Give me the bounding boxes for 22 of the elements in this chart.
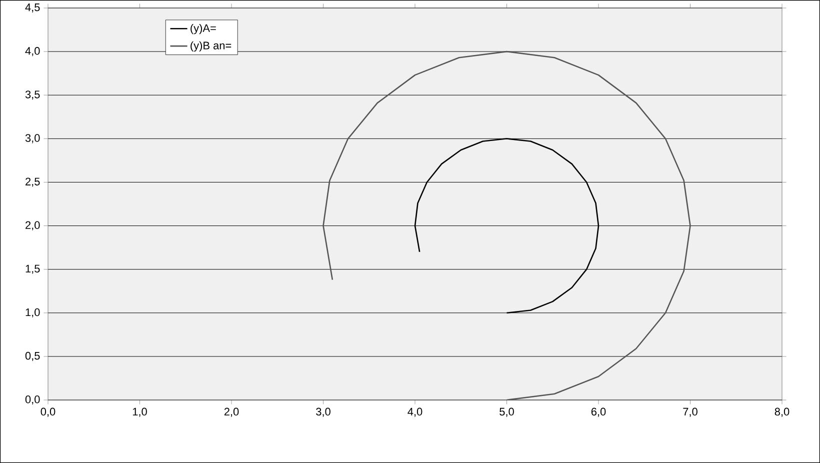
y-tick-label: 2,5 — [26, 178, 40, 187]
y-tick-label: 4,5 — [25, 4, 40, 12]
x-tick-label: 4,0 — [408, 408, 422, 417]
line-series — [414, 138, 600, 314]
y-tick-label: 2,0 — [26, 221, 40, 230]
y-tick-label: 0,0 — [25, 395, 40, 405]
x-tick-label: 5,0 — [500, 408, 514, 417]
y-tick-label: 1,5 — [26, 264, 40, 274]
legend-label: (y)A= — [190, 24, 216, 34]
x-tick-label: 8,0 — [774, 408, 790, 417]
y-tick-label: 3,0 — [25, 134, 40, 144]
x-tick-label: 0,0 — [40, 408, 56, 417]
y-tick-label: 0,5 — [25, 352, 40, 361]
x-tick-label: 1,0 — [132, 408, 147, 417]
y-tick-label: 3,5 — [25, 90, 40, 100]
legend-label: (y)B an= — [190, 41, 232, 52]
x-tick-label: 3,0 — [316, 408, 330, 417]
y-tick-label: 1,0 — [26, 308, 40, 318]
x-tick-label: 6,0 — [591, 408, 606, 417]
y-tick-label: 4,0 — [25, 47, 40, 56]
x-tick-label: 2,0 — [224, 408, 239, 417]
x-tick-label: 7,0 — [683, 408, 698, 417]
